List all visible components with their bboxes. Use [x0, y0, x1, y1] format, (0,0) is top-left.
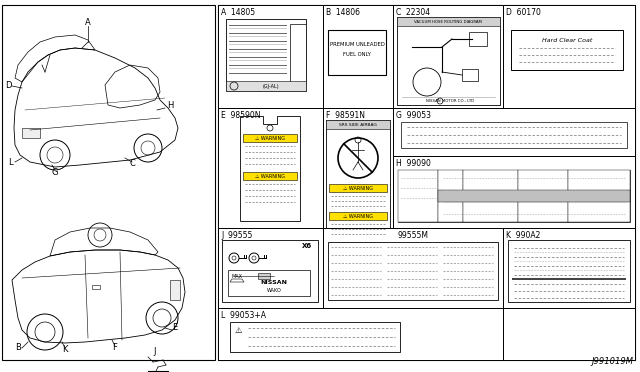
Bar — [218, 5, 635, 360]
Text: MAX: MAX — [232, 273, 243, 279]
Bar — [508, 240, 630, 302]
Text: C  22304: C 22304 — [396, 8, 430, 17]
Bar — [398, 170, 630, 222]
Bar — [503, 228, 635, 308]
Bar — [218, 108, 323, 228]
Text: G  99053: G 99053 — [396, 111, 431, 120]
Bar — [438, 190, 630, 202]
Bar — [512, 278, 626, 279]
Bar — [328, 30, 386, 75]
Text: L: L — [8, 157, 12, 167]
Bar — [222, 240, 318, 302]
Bar — [258, 273, 270, 279]
Bar — [243, 134, 297, 142]
Bar — [92, 285, 100, 289]
Bar — [568, 170, 630, 222]
Text: J: J — [154, 347, 156, 356]
Text: L  99053+A: L 99053+A — [221, 311, 266, 320]
Bar — [397, 17, 500, 26]
Bar — [401, 122, 627, 148]
Text: PREMIUM UNLEADED: PREMIUM UNLEADED — [330, 42, 385, 46]
Bar — [218, 5, 323, 108]
Bar — [462, 69, 478, 81]
Text: F: F — [113, 343, 117, 353]
Text: B  14806: B 14806 — [326, 8, 360, 17]
Text: SRS SIDE AIRBAG: SRS SIDE AIRBAG — [339, 122, 377, 126]
Text: Hard Clear Coat: Hard Clear Coat — [542, 38, 592, 42]
Bar — [393, 156, 635, 228]
Text: X6: X6 — [302, 243, 312, 249]
Text: J  99555: J 99555 — [221, 231, 252, 240]
Bar — [218, 228, 323, 308]
Bar — [397, 17, 500, 105]
Text: D: D — [4, 80, 12, 90]
Bar — [438, 170, 463, 222]
Text: A: A — [85, 17, 91, 26]
Bar — [243, 172, 297, 180]
Bar — [503, 5, 635, 108]
Polygon shape — [240, 116, 300, 221]
Bar — [2, 5, 215, 360]
Bar — [518, 170, 568, 222]
Bar — [398, 170, 438, 222]
Bar — [22, 128, 40, 138]
Bar — [323, 108, 393, 228]
Bar — [290, 24, 306, 86]
Bar — [469, 32, 487, 46]
Text: D  60170: D 60170 — [506, 8, 541, 17]
Text: K  990A2: K 990A2 — [506, 231, 540, 240]
Text: ⚠ WARNING: ⚠ WARNING — [255, 173, 285, 179]
Bar — [226, 81, 306, 91]
Text: VACUUM HOSE ROUTING DIAGRAM: VACUUM HOSE ROUTING DIAGRAM — [414, 19, 482, 23]
Text: FUEL ONLY: FUEL ONLY — [343, 51, 371, 57]
Text: (GJ-AL): (GJ-AL) — [262, 83, 279, 89]
Text: NISSAN MOTOR CO., LTD: NISSAN MOTOR CO., LTD — [426, 99, 474, 103]
Text: ⚠: ⚠ — [234, 326, 242, 334]
Text: H: H — [167, 100, 173, 109]
Text: ⚠ WARNING: ⚠ WARNING — [343, 214, 373, 218]
Bar — [326, 120, 390, 129]
Bar — [226, 19, 306, 91]
Bar — [323, 5, 393, 108]
Bar — [326, 120, 390, 228]
Text: A  14805: A 14805 — [221, 8, 255, 17]
Bar — [503, 308, 635, 360]
Bar — [463, 170, 518, 222]
Bar — [329, 184, 387, 192]
Bar — [329, 212, 387, 220]
Bar — [393, 108, 635, 156]
Circle shape — [267, 125, 273, 131]
Text: H  99090: H 99090 — [396, 159, 431, 168]
Text: F  98591N: F 98591N — [326, 111, 365, 120]
Text: 99555M: 99555M — [397, 231, 429, 240]
Text: B: B — [15, 343, 21, 353]
Text: NISSAN: NISSAN — [260, 280, 287, 285]
Text: G: G — [52, 167, 58, 176]
Bar — [230, 322, 400, 352]
Bar — [328, 242, 498, 300]
Bar — [393, 5, 503, 108]
Text: C: C — [130, 158, 136, 167]
Bar — [170, 280, 180, 300]
Text: J991019M: J991019M — [591, 357, 633, 366]
Bar — [228, 270, 310, 296]
Bar — [218, 308, 503, 360]
Text: K: K — [62, 346, 68, 355]
Text: ⚠ WARNING: ⚠ WARNING — [343, 186, 373, 190]
Bar — [511, 30, 623, 70]
Text: WAKO: WAKO — [267, 289, 282, 294]
Bar — [323, 228, 503, 308]
Text: E  98590N: E 98590N — [221, 111, 260, 120]
Text: E: E — [172, 324, 178, 333]
Bar — [148, 371, 168, 372]
Text: ⚠ WARNING: ⚠ WARNING — [255, 135, 285, 141]
